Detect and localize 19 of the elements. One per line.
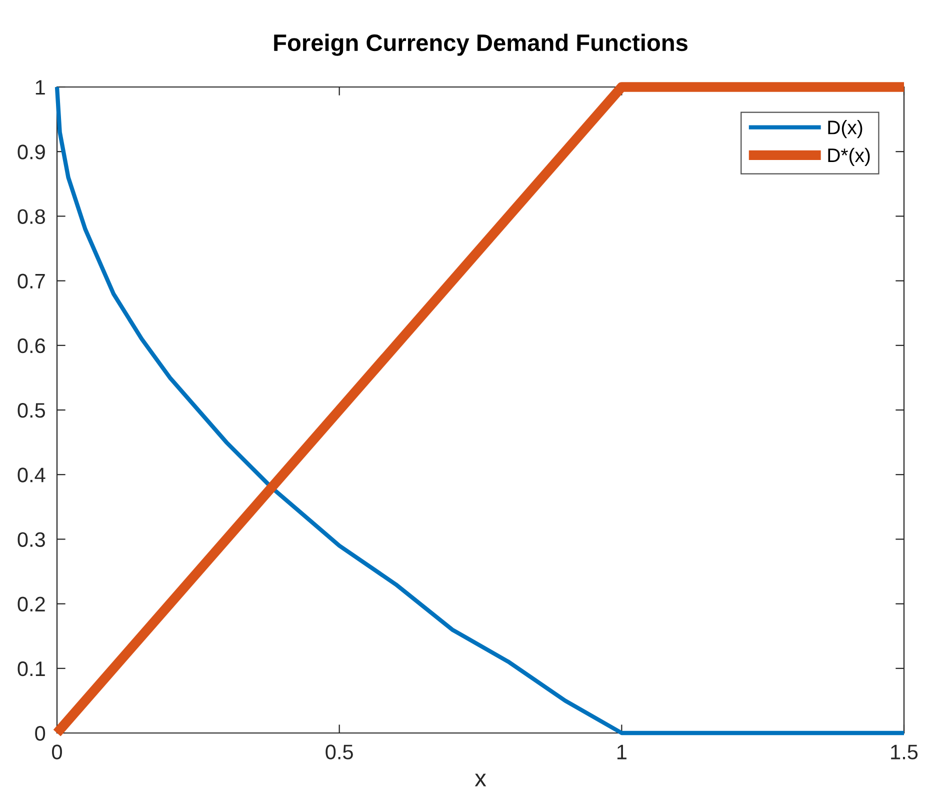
x-tick-label: 1 (617, 744, 626, 760)
chart-title: Foreign Currency Demand Functions (274, 34, 688, 56)
x-tick-label: 1.5 (891, 744, 918, 760)
y-tick-label: 0.9 (18, 144, 45, 160)
y-tick-label: 0.7 (18, 274, 45, 289)
y-tick-label: 0.5 (18, 403, 46, 418)
y-tick-label: 0.1 (18, 661, 45, 676)
x-tick-label: 0.5 (326, 744, 353, 760)
x-tick-label: 0 (52, 744, 62, 760)
y-tick-label: 0.8 (18, 209, 45, 224)
y-tick-label: 0 (35, 726, 46, 741)
y-tick-label: 0.6 (18, 338, 45, 354)
y-tick-label: 0.2 (18, 596, 45, 612)
y-tick-label: 1 (36, 80, 45, 95)
legend-label: D(x) (828, 120, 862, 138)
x-axis-title: x (474, 774, 486, 786)
y-tick-label: 0.3 (18, 532, 45, 547)
legend-label: D*(x) (828, 148, 870, 166)
y-tick-label: 0.4 (18, 468, 46, 482)
